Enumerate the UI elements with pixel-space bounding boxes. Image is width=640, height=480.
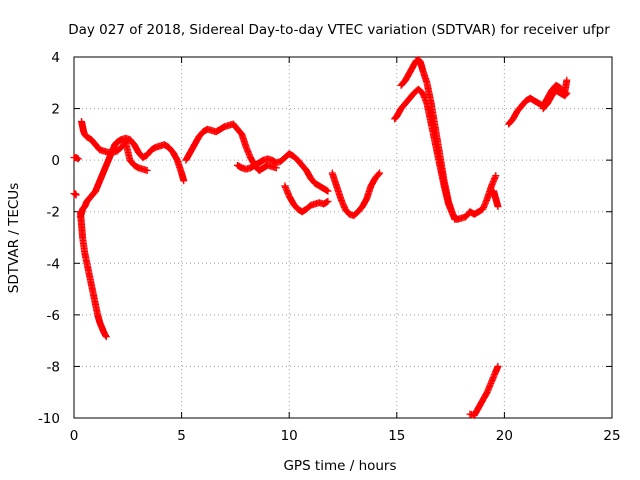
y-tick-label: 0 [51, 153, 60, 169]
y-axis-label: SDTVAR / TECUs [6, 183, 22, 293]
x-tick-label: 20 [496, 428, 513, 444]
ticks [73, 56, 613, 419]
y-tick-label: 2 [51, 102, 60, 118]
y-tick-label: -4 [47, 256, 60, 272]
x-tick-label: 10 [281, 428, 298, 444]
y-tick-label: -10 [38, 411, 60, 427]
y-tick-label: -6 [47, 308, 60, 324]
x-tick-label: 15 [388, 428, 405, 444]
data-marks [70, 56, 571, 419]
series-markers [70, 56, 571, 419]
x-axis-label: GPS time / hours [283, 458, 396, 474]
tick-labels: 0 5 10 15 20 25 -10 -8 -6 -4 -2 0 2 4 [38, 50, 621, 444]
y-tick-label: -2 [47, 205, 60, 221]
x-tick-label: 0 [70, 428, 79, 444]
x-tick-label: 25 [603, 428, 620, 444]
grid [74, 57, 612, 418]
chart-title: Day 027 of 2018, Sidereal Day-to-day VTE… [68, 22, 610, 38]
y-tick-label: -8 [47, 359, 60, 375]
x-tick-label: 5 [177, 428, 186, 444]
plot-frame [73, 56, 613, 419]
y-tick-label: 4 [51, 50, 60, 66]
